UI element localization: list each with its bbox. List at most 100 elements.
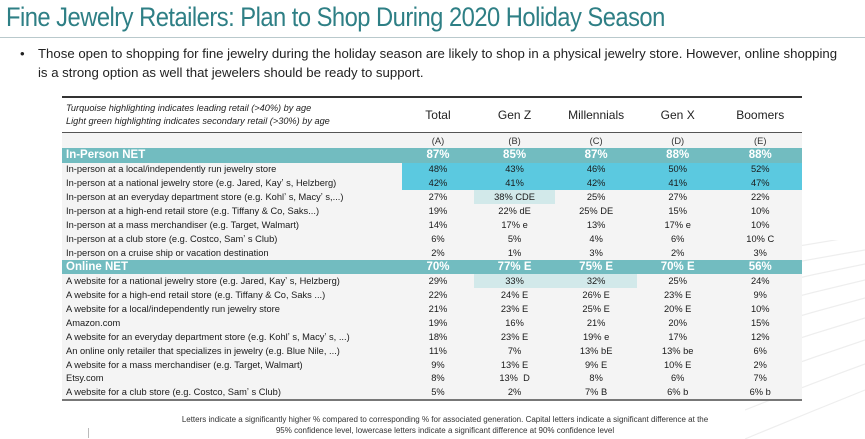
- column-letter-a: (A): [431, 135, 445, 146]
- cell-boomers: 24%: [750, 276, 770, 287]
- cell-boomers: 3%: [753, 247, 767, 258]
- cell-millennials: 19% e: [582, 331, 610, 342]
- cell-boomers: 56%: [748, 260, 772, 273]
- cell-millennials: 75% E: [579, 260, 614, 273]
- cell-millennials: 25%: [586, 192, 606, 203]
- column-header-gen-x: Gen X: [660, 107, 695, 122]
- cell-boomers: 22%: [750, 192, 770, 203]
- footnote-line: 95% confidence level, lowercase letters …: [275, 426, 615, 435]
- cell-total: 2%: [431, 247, 445, 258]
- cell-total: 19%: [428, 206, 448, 217]
- cell-boomers: 10%: [750, 303, 770, 314]
- cell-boomers: 6% b: [749, 387, 771, 398]
- row-label: In-person at a club store (e.g. Costco, …: [66, 233, 278, 244]
- column-header-millennials: Millennials: [568, 107, 625, 122]
- cell-total: 27%: [428, 192, 448, 203]
- cell-millennials: 13% bE: [579, 345, 613, 356]
- column-letter-b: (B): [508, 135, 521, 146]
- cell-total: 87%: [426, 149, 450, 162]
- row-label: In-person on a cruise ship or vacation d…: [66, 247, 269, 258]
- table-row: A website for a national jewelry store (…: [62, 274, 802, 289]
- cell-gen-z: 33%: [473, 274, 556, 289]
- cell-gen-z: 16%: [505, 317, 524, 328]
- row-label: Online NET: [66, 260, 128, 273]
- text-cursor-mark: [88, 428, 89, 438]
- cell-gen-z: 23% E: [500, 303, 529, 314]
- cell-millennials: 25% DE: [579, 206, 614, 217]
- cell-boomers: 15%: [750, 317, 770, 328]
- cell-gen-z: 77% E: [497, 260, 532, 273]
- row-label: A website for a mass merchandiser (e.g. …: [66, 359, 303, 370]
- row-label: In-person at a high-end retail store (e.…: [66, 206, 320, 217]
- cell-gen-x: 25%: [668, 276, 687, 287]
- cell-total: 5%: [431, 387, 445, 398]
- cell-gen-x: 41%: [636, 176, 719, 191]
- column-letter-c: (C): [589, 135, 603, 146]
- table-row: In-person at a national jewelry store (e…: [62, 176, 803, 191]
- summary-text: Those open to shopping for fine jewelry …: [38, 46, 838, 80]
- cell-gen-z: 41%: [473, 176, 556, 191]
- cell-millennials: 25% E: [582, 303, 610, 314]
- cell-gen-x: 17%: [668, 331, 687, 342]
- table-row: A website for a mass merchandiser (e.g. …: [62, 357, 802, 372]
- row-label: In-person at an everyday department stor…: [66, 192, 344, 203]
- table-row: Etsy.com 8% 13% D 8% 6% 7%: [62, 371, 802, 386]
- retail-plans-table: Turquoise highlighting indicates leading…: [62, 96, 803, 402]
- cell-gen-z: 22% dE: [498, 206, 531, 217]
- cell-boomers: 2%: [753, 359, 767, 370]
- row-label: An online only retailer that specializes…: [66, 345, 340, 356]
- table-row: In-person at an everyday department stor…: [62, 190, 802, 205]
- turquoise-legend-note: Turquoise highlighting indicates leading…: [66, 102, 312, 113]
- column-letters-row: (A) (B) (C) (D) (E): [62, 133, 802, 148]
- cell-boomers: 7%: [753, 373, 767, 384]
- row-label: Amazon.com: [66, 317, 121, 328]
- cell-gen-z: 5%: [507, 233, 522, 244]
- cell-gen-x: 70% E: [660, 260, 695, 273]
- bullet-icon: •: [20, 46, 25, 61]
- row-label: In-person at a mass merchandiser (e.g. T…: [66, 220, 300, 230]
- cell-gen-z: 85%: [503, 149, 527, 162]
- cell-gen-x: 6%: [670, 233, 685, 244]
- cell-gen-x: 2%: [670, 247, 685, 258]
- cell-boomers: 12%: [750, 331, 770, 342]
- cell-millennials: 4%: [589, 233, 603, 244]
- significance-footnote: Letters indicate a significantly higher …: [100, 414, 790, 436]
- cell-millennials: 21%: [586, 317, 606, 328]
- cell-gen-z: 43%: [473, 162, 556, 177]
- table-row: In-person at a local/independently run j…: [62, 162, 803, 177]
- table-bottom-rule: [62, 399, 802, 402]
- cell-gen-x: 13% be: [661, 345, 694, 356]
- cell-total: 6%: [431, 233, 445, 244]
- table-row: A website for a club store (e.g. Costco,…: [62, 385, 802, 400]
- row-label: In-person at a national jewelry store (e…: [66, 178, 337, 189]
- cell-boomers: 6%: [753, 345, 767, 356]
- cell-gen-x: 6%: [670, 373, 685, 384]
- cell-gen-x: 10% E: [663, 359, 692, 370]
- cell-millennials: 3%: [589, 247, 603, 258]
- cell-gen-x: 20% E: [663, 303, 692, 314]
- cell-gen-x: 15%: [668, 206, 687, 217]
- cell-total: 22%: [428, 290, 448, 301]
- cell-gen-z: 17% e: [501, 220, 528, 230]
- page-title: Fine Jewelry Retailers: Plan to Shop Dur…: [6, 2, 665, 32]
- footnote-line: Letters indicate a significantly higher …: [181, 415, 709, 424]
- decorative-swirl-lines: [745, 240, 865, 439]
- column-header-gen-z: Gen Z: [497, 107, 532, 122]
- cell-boomers: 10%: [750, 220, 770, 230]
- cell-millennials: 46%: [555, 162, 637, 177]
- table-body: In-Person NET 87% 85% 87% 88% 88% In-person at…: [62, 148, 803, 400]
- cell-total: 70%: [426, 260, 450, 273]
- table-row: In-person at a mass merchandiser (e.g. T…: [62, 218, 802, 232]
- table-row: In-person on a cruise ship or vacation d…: [62, 245, 802, 260]
- cell-millennials: 26% E: [582, 290, 610, 301]
- table-row: A website for a local/independently run …: [62, 302, 802, 316]
- cell-gen-z: 7%: [507, 345, 522, 356]
- column-header-boomers: Boomers: [736, 107, 785, 122]
- cell-millennials: 32%: [555, 274, 637, 289]
- light-green-legend-note: Light green highlighting indicates secon…: [66, 115, 330, 126]
- table-header: Turquoise highlighting indicates leading…: [62, 97, 802, 132]
- table-row: A website for an everyday department sto…: [62, 329, 802, 344]
- cell-gen-x: 6% b: [667, 387, 689, 398]
- cell-gen-z: 2%: [507, 387, 522, 398]
- column-letter-e: (E): [754, 135, 767, 146]
